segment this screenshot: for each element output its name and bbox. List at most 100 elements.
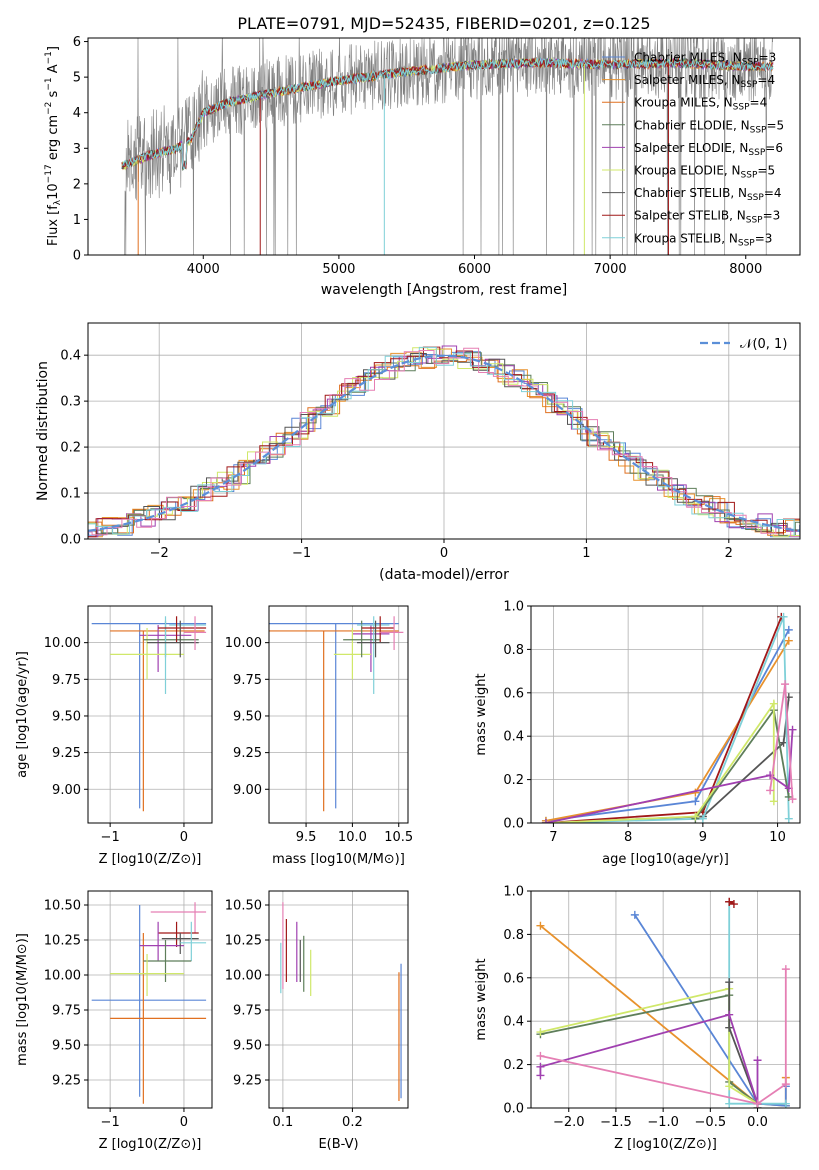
axes-frame xyxy=(530,890,801,1109)
spectrum-xlabel: wavelength [Angstrom, rest frame] xyxy=(321,282,567,298)
weight-marker-pink_extra xyxy=(781,965,790,974)
x-tick-label: 9.5 xyxy=(296,830,317,845)
x-tick-label: 7 xyxy=(549,830,557,845)
weight-marker-salpeter_miles xyxy=(784,636,793,645)
y-tick-label: 0 xyxy=(73,249,81,264)
model-line-kroupa_stelib xyxy=(121,57,774,170)
y-tick-label: 4 xyxy=(73,106,81,121)
weight-marker-salpeter_stelib xyxy=(725,897,734,906)
weight-line-salpeter_stelib xyxy=(545,616,783,823)
y-tick-label: 0.4 xyxy=(503,1015,524,1030)
x-tick-label: 10 xyxy=(769,830,786,845)
weight-marker-chabrier_stelib xyxy=(725,978,734,987)
weight-line-chabrier_miles xyxy=(634,914,787,1107)
y-tick-label: 0.4 xyxy=(503,730,524,745)
weight-marker-chabrier_miles xyxy=(691,797,700,806)
weight-marker-kroupa_elodie xyxy=(769,699,778,708)
y-tick-label: 0.2 xyxy=(60,441,81,456)
legend-label: Chabrier ELODIE, NSSP=5 xyxy=(634,118,784,135)
axes-frame xyxy=(268,890,409,1109)
y-tick-label: 10.25 xyxy=(225,934,262,949)
weight-line-chabrier_miles xyxy=(545,629,790,822)
weight-line-kroupa_stelib xyxy=(545,616,790,823)
y-tick-label: 10.50 xyxy=(225,899,262,914)
weight-marker-salpeter_elodie xyxy=(788,725,797,734)
x-tick-label: −2 xyxy=(150,546,169,561)
weight-line-pink_extra xyxy=(540,969,787,1105)
x-tick-label: 4000 xyxy=(187,262,220,277)
age-vs-mass-panel: 9.5 10.0 10.5 9.00 9.25 9.50 9.75 10.00 mass [lo… xyxy=(225,605,413,867)
spectrum-legend: Chabrier MILES, NSSP=3 Salpeter MILES, NS… xyxy=(602,51,784,248)
spectrum-model-lines xyxy=(121,57,774,255)
residuals-panel: −2 −1 0 1 2 0.0 0.1 0.2 0.3 0.4 (data-model)/erro… xyxy=(35,322,801,583)
axes-frame xyxy=(87,605,213,824)
y-tick-label: 10.00 xyxy=(44,636,81,651)
weight-line-kroupa_elodie xyxy=(545,700,775,823)
weight-marker-salpeter_miles xyxy=(536,921,545,930)
normal-curve xyxy=(88,354,800,532)
residuals-legend: 𝒩(0, 1) xyxy=(700,337,787,352)
x-tick-label: −1.0 xyxy=(647,1115,679,1130)
weight-line-salpeter_miles xyxy=(545,640,790,822)
weight-marker-kroupa_stelib xyxy=(784,814,793,823)
y-tick-label: 0.0 xyxy=(503,1102,524,1117)
x-tick-label: 0.1 xyxy=(273,1115,294,1130)
legend-label: Kroupa ELODIE, NSSP=5 xyxy=(634,164,775,181)
y-tick-label: 1.0 xyxy=(503,600,524,615)
y-tick-label: 0.0 xyxy=(503,817,524,832)
histogram-pink_extra xyxy=(88,347,800,538)
spectrum-data-noise xyxy=(124,38,773,255)
x-tick-label: 10.0 xyxy=(338,830,367,845)
x-tick-label: 5000 xyxy=(322,262,355,277)
y-tick-label: 10.50 xyxy=(44,899,81,914)
weight-marker-kroupa_stelib xyxy=(779,612,788,621)
x-tick-label: 7000 xyxy=(594,262,627,277)
legend-label: Kroupa STELIB, NSSP=3 xyxy=(634,231,772,248)
histogram-chabrier_stelib xyxy=(88,353,800,535)
y-tick-label: 9.75 xyxy=(52,1004,81,1019)
y-tick-label: 9.75 xyxy=(52,673,81,688)
weight-marker-chabrier_miles xyxy=(630,910,639,919)
x-tick-label: 0 xyxy=(180,1115,188,1130)
weight-marker-kroupa_elodie xyxy=(769,797,778,806)
y-tick-label: 9.25 xyxy=(52,1074,81,1089)
weight-line-kroupa_elodie xyxy=(540,987,758,1105)
legend-label: Salpeter MILES, NSSP=4 xyxy=(634,73,775,90)
legend-label: Salpeter STELIB, NSSP=3 xyxy=(634,209,780,226)
x-axis-label: Z [log10(Z/Z⊙)] xyxy=(99,852,202,867)
y-tick-label: 0.6 xyxy=(503,686,524,701)
spectrum-ylabel: Flux [fλ10−17 erg cm−2 s−1 A−1] xyxy=(44,46,63,246)
weight-marker-salpeter_elodie xyxy=(541,819,550,823)
x-tick-label: −1 xyxy=(101,1115,120,1130)
histogram-kroupa_stelib xyxy=(88,346,800,538)
y-tick-label: 9.00 xyxy=(52,783,81,798)
y-tick-label: 0.2 xyxy=(503,1058,524,1073)
age-vs-metallicity-panel: −1 0 9.00 9.25 9.50 9.75 10.00 Z [log10(Z/Z⊙)] a… xyxy=(15,605,213,867)
x-tick-label: 1 xyxy=(582,546,590,561)
x-tick-label: 0.2 xyxy=(342,1115,363,1130)
weight-marker-pink_extra xyxy=(781,1080,790,1089)
histogram-chabrier_elodie xyxy=(88,352,800,536)
weight-line-chabrier_elodie xyxy=(540,994,759,1105)
x-tick-label: 6000 xyxy=(458,262,491,277)
weight-marker-salpeter_elodie xyxy=(753,1056,762,1065)
y-tick-label: 9.25 xyxy=(52,746,81,761)
mass-weight-vs-metallicity-panel: −2.0 −1.5 −1.0 −0.5 0.0 0.0 0.2 0.4 0.6 0.8 1.0 Z [… xyxy=(474,885,801,1152)
y-tick-label: 9.75 xyxy=(233,673,262,688)
weight-marker-salpeter_stelib xyxy=(729,900,738,909)
x-tick-label: 2 xyxy=(725,546,733,561)
legend-label: Chabrier MILES, NSSP=3 xyxy=(634,51,776,68)
legend-label: Kroupa MILES, NSSP=4 xyxy=(634,96,767,113)
observed-spectrum xyxy=(124,38,773,255)
spectrum-axes-frame xyxy=(87,37,801,256)
weight-marker-chabrier_stelib xyxy=(725,1023,734,1032)
weight-marker-kroupa_elodie xyxy=(691,812,700,821)
mass-vs-metallicity-panel: −1 0 9.25 9.50 9.75 10.00 10.25 10.50 Z [log10(Z… xyxy=(15,890,213,1152)
y-tick-label: 0.8 xyxy=(503,928,524,943)
y-tick-label: 2 xyxy=(73,177,81,192)
y-tick-label: 1 xyxy=(73,213,81,228)
weight-marker-chabrier_miles xyxy=(784,625,793,634)
axes-frame xyxy=(87,890,213,1109)
y-tick-label: 9.75 xyxy=(233,1004,262,1019)
